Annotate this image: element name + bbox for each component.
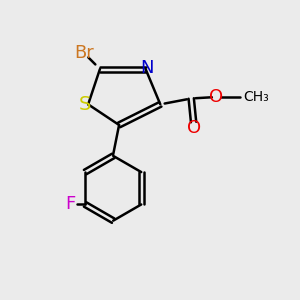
Text: Br: Br [74,44,94,62]
Text: O: O [187,119,201,137]
Text: F: F [65,196,76,214]
Text: S: S [78,95,91,114]
Text: CH₃: CH₃ [244,90,269,104]
Text: O: O [209,88,223,106]
Text: N: N [140,59,154,77]
